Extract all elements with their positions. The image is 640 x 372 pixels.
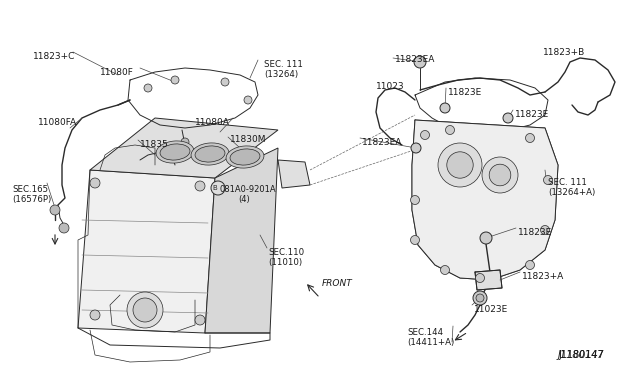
- Text: (16576P): (16576P): [12, 195, 51, 204]
- Polygon shape: [205, 148, 278, 333]
- Circle shape: [410, 196, 419, 205]
- Circle shape: [440, 266, 449, 275]
- Text: (11010): (11010): [268, 258, 302, 267]
- Circle shape: [195, 181, 205, 191]
- Circle shape: [543, 176, 552, 185]
- Text: 11830M: 11830M: [230, 135, 266, 144]
- Circle shape: [525, 260, 534, 269]
- Circle shape: [410, 235, 419, 244]
- Text: (14411+A): (14411+A): [407, 338, 454, 347]
- Text: (4): (4): [238, 195, 250, 204]
- Ellipse shape: [226, 146, 264, 168]
- Circle shape: [181, 138, 189, 146]
- Circle shape: [90, 178, 100, 188]
- Circle shape: [411, 143, 421, 153]
- Ellipse shape: [156, 141, 194, 163]
- Ellipse shape: [160, 144, 190, 160]
- Text: 11823EA: 11823EA: [362, 138, 403, 147]
- Circle shape: [438, 143, 482, 187]
- Circle shape: [445, 125, 454, 135]
- Text: 11823+A: 11823+A: [522, 272, 564, 281]
- Text: 11023: 11023: [376, 82, 404, 91]
- Circle shape: [489, 164, 511, 186]
- Circle shape: [503, 113, 513, 123]
- Circle shape: [476, 273, 484, 282]
- Polygon shape: [278, 160, 310, 188]
- Circle shape: [476, 294, 484, 302]
- Text: SEC. 111: SEC. 111: [264, 60, 303, 69]
- Circle shape: [482, 157, 518, 193]
- Text: (13264): (13264): [264, 70, 298, 79]
- Text: SEC.110: SEC.110: [268, 248, 304, 257]
- Text: 11823EA: 11823EA: [395, 55, 435, 64]
- Text: 11023E: 11023E: [474, 305, 508, 314]
- Text: 11823+C: 11823+C: [33, 52, 76, 61]
- Circle shape: [480, 232, 492, 244]
- Text: 11080FA: 11080FA: [38, 118, 77, 127]
- Circle shape: [127, 292, 163, 328]
- Circle shape: [440, 103, 450, 113]
- Circle shape: [525, 134, 534, 142]
- Circle shape: [50, 205, 60, 215]
- Circle shape: [447, 152, 473, 178]
- Polygon shape: [90, 118, 278, 178]
- Circle shape: [473, 291, 487, 305]
- Circle shape: [414, 56, 426, 68]
- Text: 11823E: 11823E: [515, 110, 549, 119]
- Circle shape: [90, 310, 100, 320]
- Polygon shape: [78, 170, 215, 333]
- Text: 081A0-9201A: 081A0-9201A: [220, 185, 276, 194]
- Circle shape: [211, 181, 225, 195]
- Polygon shape: [475, 270, 502, 290]
- Text: J1180147: J1180147: [558, 350, 604, 360]
- Text: (13264+A): (13264+A): [548, 188, 595, 197]
- Ellipse shape: [230, 149, 260, 165]
- Circle shape: [144, 84, 152, 92]
- Text: 11823+B: 11823+B: [543, 48, 585, 57]
- Text: FRONT: FRONT: [322, 279, 353, 288]
- Text: 11823E: 11823E: [518, 228, 552, 237]
- Circle shape: [244, 96, 252, 104]
- Text: J1180147: J1180147: [558, 350, 605, 360]
- Text: SEC.165: SEC.165: [12, 185, 48, 194]
- Circle shape: [59, 223, 69, 233]
- Ellipse shape: [191, 143, 229, 165]
- Text: 11080F: 11080F: [100, 68, 134, 77]
- Circle shape: [195, 315, 205, 325]
- Text: SEC. 111: SEC. 111: [548, 178, 587, 187]
- Circle shape: [133, 298, 157, 322]
- Text: 11823E: 11823E: [448, 88, 483, 97]
- Polygon shape: [412, 120, 558, 280]
- Text: B: B: [212, 185, 218, 191]
- Text: 11080A: 11080A: [195, 118, 230, 127]
- Circle shape: [171, 76, 179, 84]
- Text: SEC.144: SEC.144: [407, 328, 443, 337]
- Circle shape: [541, 225, 550, 234]
- Circle shape: [420, 131, 429, 140]
- Text: 11835: 11835: [140, 140, 169, 149]
- Circle shape: [221, 78, 229, 86]
- Ellipse shape: [195, 146, 225, 162]
